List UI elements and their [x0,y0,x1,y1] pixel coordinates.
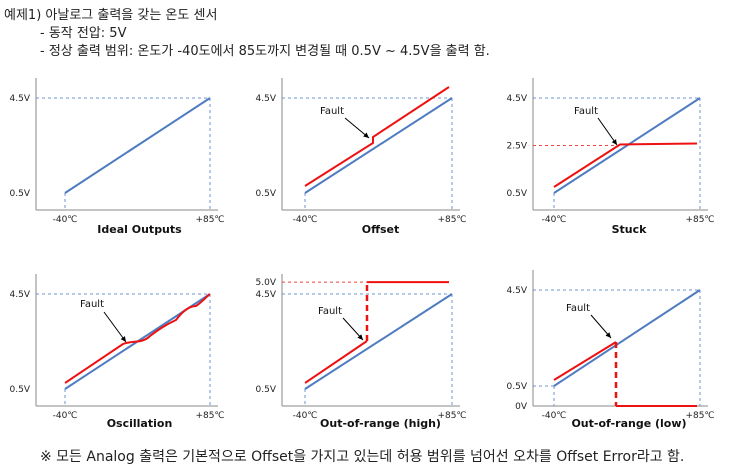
fault-output-line [64,293,211,384]
ideal-output-line [304,293,453,390]
y-tick-label: 5.0V [256,278,277,288]
fault-output-line [304,86,450,187]
fault-label: Fault [574,106,598,117]
y-tick-label: 0.5V [507,382,528,392]
ideal-output-line [304,97,453,194]
chart-title: Offset [362,223,400,236]
chart-ideal-outputs: -40℃ +85℃ Ideal Outputs 4.5V 0.5V [10,78,225,236]
chart-title: Out-of-range (low) [571,417,686,430]
fault-label: Fault [566,303,590,314]
ideal-output-line [553,97,701,194]
footer-note: ※ 모든 Analog 출력은 기본적으로 Offset을 가지고 있는데 허용… [40,449,685,465]
x-tick-label: -40℃ [293,215,318,225]
fault-arrowhead [611,139,617,145]
y-tick-label: 0.5V [256,189,277,199]
fault-arrowhead [120,336,126,342]
fault-arrowhead [363,132,369,138]
x-tick-label: +85℃ [685,215,714,225]
y-tick-label: 2.5V [507,142,528,152]
fault-arrow [597,117,618,146]
chart-stuck: -40℃ +85℃ Stuck 4.5V 2.5V 0.5V Fault [507,78,715,236]
chart-oscillation: -40℃ +85℃ Oscillation 4.5V 0.5V Fault [10,274,225,430]
x-tick-label: +85℃ [195,411,224,421]
y-tick-label: 4.5V [256,94,277,104]
chart-title: Ideal Outputs [97,223,182,236]
chart-title: Stuck [612,223,648,236]
x-tick-label: -40℃ [542,411,567,421]
x-tick-label: +85℃ [685,411,714,421]
x-tick-label: -40℃ [293,411,318,421]
y-tick-label: 4.5V [10,290,31,300]
fault-output-line [553,341,617,381]
fault-output-line [553,142,698,188]
chart-title: Out-of-range (high) [320,417,441,430]
ideal-output-line [553,289,701,387]
fault-label: Fault [318,306,342,317]
y-tick-label: 4.5V [507,94,528,104]
y-tick-label: 4.5V [507,286,528,296]
x-tick-label: -40℃ [53,411,78,421]
x-tick-label: +85℃ [195,215,224,225]
x-tick-label: +85℃ [437,411,466,421]
chart-title: Oscillation [107,417,173,430]
fault-output-line [304,340,368,384]
fault-label: Fault [80,299,104,310]
x-tick-label: -40℃ [542,215,567,225]
fault-arrow [103,311,127,343]
y-tick-label: 0.5V [507,189,528,199]
y-tick-label: 0.5V [10,189,31,199]
y-tick-label: 0V [515,402,528,412]
header-title: 예제1) 아날로그 출력을 갖는 온도 센서 [4,8,218,23]
y-tick-label: 0.5V [10,385,31,395]
y-tick-label: 4.5V [256,290,277,300]
y-tick-label: 0.5V [256,385,277,395]
fault-arrowhead [357,334,363,340]
y-tick-label: 4.5V [10,94,31,104]
x-tick-label: -40℃ [53,215,78,225]
chart-offset: -40℃ +85℃ Offset 4.5V 0.5V Fault [256,78,467,236]
ideal-output-line [64,97,211,194]
fault-arrowhead [605,332,611,338]
header-operating-voltage: - 동작 전압: 5V [40,26,127,41]
header-output-range: - 정상 출력 범위: 온도가 -40도에서 85도까지 변경될 때 0.5V … [40,44,490,59]
x-tick-label: +85℃ [437,215,466,225]
fault-label: Fault [320,106,344,117]
